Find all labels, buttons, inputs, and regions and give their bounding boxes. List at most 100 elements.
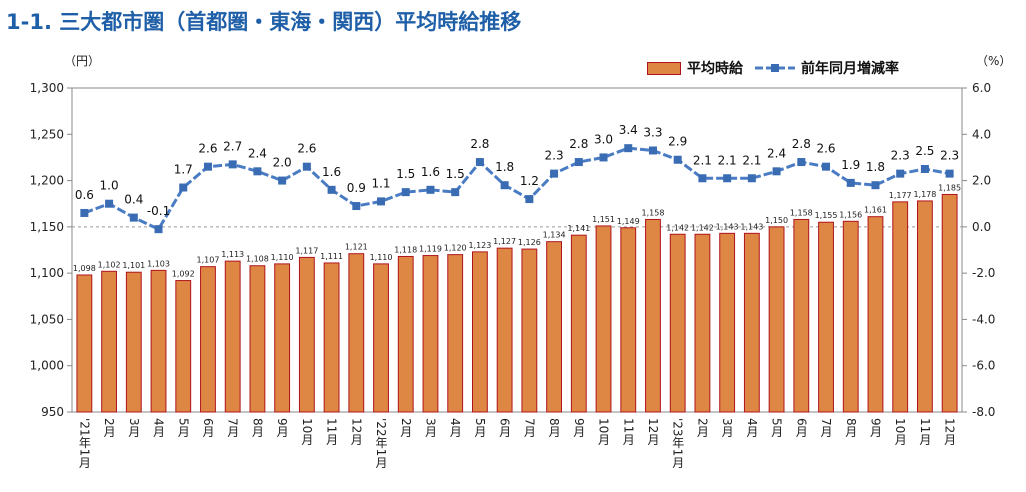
growth-rate-label: 1.6 xyxy=(322,165,341,179)
x-tick-label: 12月 xyxy=(646,418,660,446)
growth-rate-label: 1.7 xyxy=(174,163,193,177)
growth-rate-marker xyxy=(648,146,657,155)
bar-value-label: 1,142 xyxy=(666,223,689,232)
bar xyxy=(224,260,241,413)
bar-value-label: 1,111 xyxy=(320,252,343,261)
x-tick-label: 7月 xyxy=(226,418,240,438)
growth-rate-label: 0.4 xyxy=(124,193,143,207)
bar xyxy=(892,201,909,413)
bar xyxy=(125,271,142,413)
right-tick-label: -4.0 xyxy=(972,312,995,326)
bar xyxy=(373,263,389,413)
bar xyxy=(298,256,315,413)
bar-value-label: 1,117 xyxy=(295,246,318,255)
growth-rate-label: 2.3 xyxy=(545,149,564,163)
growth-rate-label: 3.0 xyxy=(594,132,613,146)
bar-value-label: 1,103 xyxy=(147,259,170,268)
bar-value-label: 1,158 xyxy=(642,208,665,217)
growth-rate-marker xyxy=(203,162,212,171)
x-tick-label: 9月 xyxy=(275,418,289,438)
growth-rate-label: 0.9 xyxy=(347,181,366,195)
bar-value-label: 1,143 xyxy=(716,222,739,231)
growth-rate-marker xyxy=(624,144,633,153)
growth-rate-marker xyxy=(945,169,954,178)
bar-value-label: 1,142 xyxy=(691,223,714,232)
bar-value-label: 1,126 xyxy=(518,238,541,247)
left-tick-label: 1,200 xyxy=(30,174,64,188)
growth-rate-marker xyxy=(426,185,435,194)
bar-value-label: 1,149 xyxy=(617,217,640,226)
x-tick-label: 4月 xyxy=(448,418,462,438)
legend-item-line: 前年同月増減率 xyxy=(755,58,899,78)
bar-value-label: 1,119 xyxy=(419,245,442,254)
left-tick-label: 950 xyxy=(41,405,64,419)
x-tick-label: 7月 xyxy=(819,418,833,438)
bar xyxy=(620,227,637,413)
x-tick-label: 11月 xyxy=(918,418,932,446)
right-tick-label: 4.0 xyxy=(972,127,991,141)
bar-value-label: 1,178 xyxy=(913,190,936,199)
growth-rate-marker xyxy=(723,174,732,183)
bar-value-label: 1,092 xyxy=(172,270,195,279)
right-tick-label: -6.0 xyxy=(972,359,995,373)
bar xyxy=(867,216,884,413)
growth-rate-label: 2.3 xyxy=(940,149,959,163)
x-tick-label: 6月 xyxy=(201,418,215,438)
bar-value-label: 1,110 xyxy=(370,253,393,262)
bar-value-label: 1,141 xyxy=(567,224,590,233)
bar-value-label: 1,113 xyxy=(221,250,244,259)
bar xyxy=(941,193,958,413)
left-tick-label: 1,300 xyxy=(30,81,64,95)
bar-value-label: 1,143 xyxy=(740,222,763,231)
bar xyxy=(645,218,661,413)
growth-rate-label: 1.8 xyxy=(495,160,514,174)
growth-rate-marker xyxy=(747,174,756,183)
x-tick-label: 12月 xyxy=(349,418,363,446)
bar-value-label: 1,134 xyxy=(543,231,566,240)
bar xyxy=(719,232,736,413)
plot-frame xyxy=(71,87,963,413)
growth-rate-label: 1.2 xyxy=(520,174,539,188)
growth-rate-marker xyxy=(377,197,386,206)
bar-value-label: 1,102 xyxy=(98,260,121,269)
bar-value-label: 1,156 xyxy=(839,210,862,219)
growth-rate-label: 2.1 xyxy=(718,153,737,167)
growth-rate-label: 2.6 xyxy=(198,142,217,156)
growth-rate-marker xyxy=(179,183,188,192)
x-tick-label: 11月 xyxy=(621,418,635,446)
bar-value-label: 1,121 xyxy=(345,243,368,252)
bar-value-label: 1,158 xyxy=(790,208,813,217)
growth-rate-marker xyxy=(698,174,707,183)
growth-rate-marker xyxy=(822,162,831,171)
bar-value-label: 1,101 xyxy=(122,261,145,270)
bar xyxy=(818,221,834,413)
growth-rate-marker xyxy=(673,155,682,164)
growth-rate-label: 3.3 xyxy=(643,125,662,139)
x-tick-label: 4月 xyxy=(745,418,759,438)
bar xyxy=(323,262,340,413)
growth-rate-label: -0.1 xyxy=(147,204,170,218)
x-tick-label: 11月 xyxy=(325,418,339,446)
bar xyxy=(447,254,464,413)
bar xyxy=(521,248,538,413)
x-tick-label: 3月 xyxy=(720,418,734,438)
bar xyxy=(793,218,810,413)
left-tick-label: 1,250 xyxy=(30,127,64,141)
bar xyxy=(348,253,365,413)
growth-rate-marker xyxy=(228,160,237,169)
bar xyxy=(917,200,933,413)
bar xyxy=(669,233,686,413)
bar-value-label: 1,161 xyxy=(864,206,887,215)
page-title: 1-1. 三大都市圏（首都圏・東海・関西）平均時給推移 xyxy=(6,10,522,34)
x-tick-label: 2月 xyxy=(102,418,116,438)
x-tick-label: 6月 xyxy=(794,418,808,438)
growth-rate-marker xyxy=(500,181,509,190)
growth-rate-marker xyxy=(772,167,781,176)
growth-rate-label: 2.1 xyxy=(693,153,712,167)
growth-rate-label: 2.9 xyxy=(668,135,687,149)
growth-rate-marker xyxy=(574,158,583,167)
growth-rate-label: 2.6 xyxy=(816,142,835,156)
x-tick-label: 10月 xyxy=(893,418,907,446)
growth-rate-label: 0.6 xyxy=(75,188,94,202)
growth-rate-marker xyxy=(105,199,114,208)
